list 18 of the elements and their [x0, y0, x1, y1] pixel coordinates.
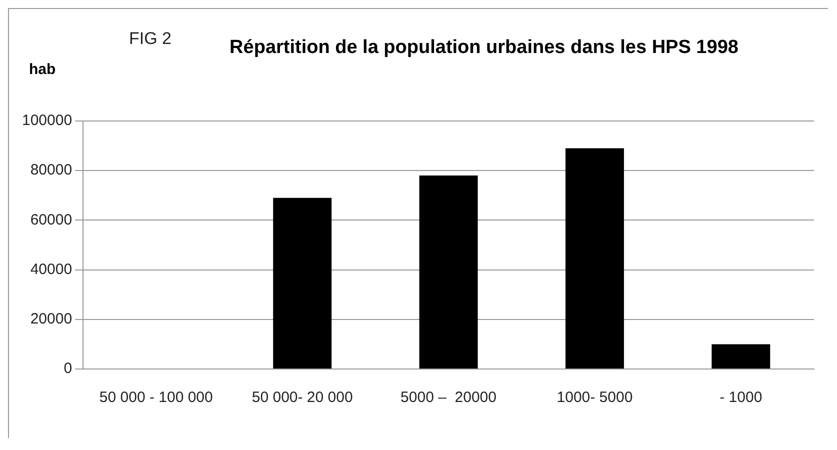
- y-tick-label: 100000: [22, 112, 72, 130]
- y-tick-label: 0: [64, 360, 72, 378]
- x-tick-label: 50 000- 20 000: [252, 389, 353, 406]
- chart-title: Répartition de la population urbaines dans les HPS 1998: [228, 36, 740, 60]
- caption: FIG 2: [129, 29, 172, 49]
- y-axis-title: hab: [29, 61, 56, 78]
- bar: [712, 344, 770, 368]
- x-tick-label: 1000- 5000: [556, 389, 633, 406]
- x-tick-label: - 1000: [720, 389, 762, 406]
- bar: [273, 198, 332, 368]
- bar: [419, 176, 478, 368]
- y-tick-label: 20000: [30, 310, 72, 328]
- y-tick-label: 40000: [30, 260, 72, 278]
- x-tick-label: 5000 – 20000: [400, 389, 496, 406]
- y-tick-label: 60000: [30, 211, 72, 228]
- y-tick-label: 80000: [30, 162, 72, 179]
- x-tick-label: 50 000 - 100 000: [99, 389, 213, 406]
- bar: [565, 148, 624, 368]
